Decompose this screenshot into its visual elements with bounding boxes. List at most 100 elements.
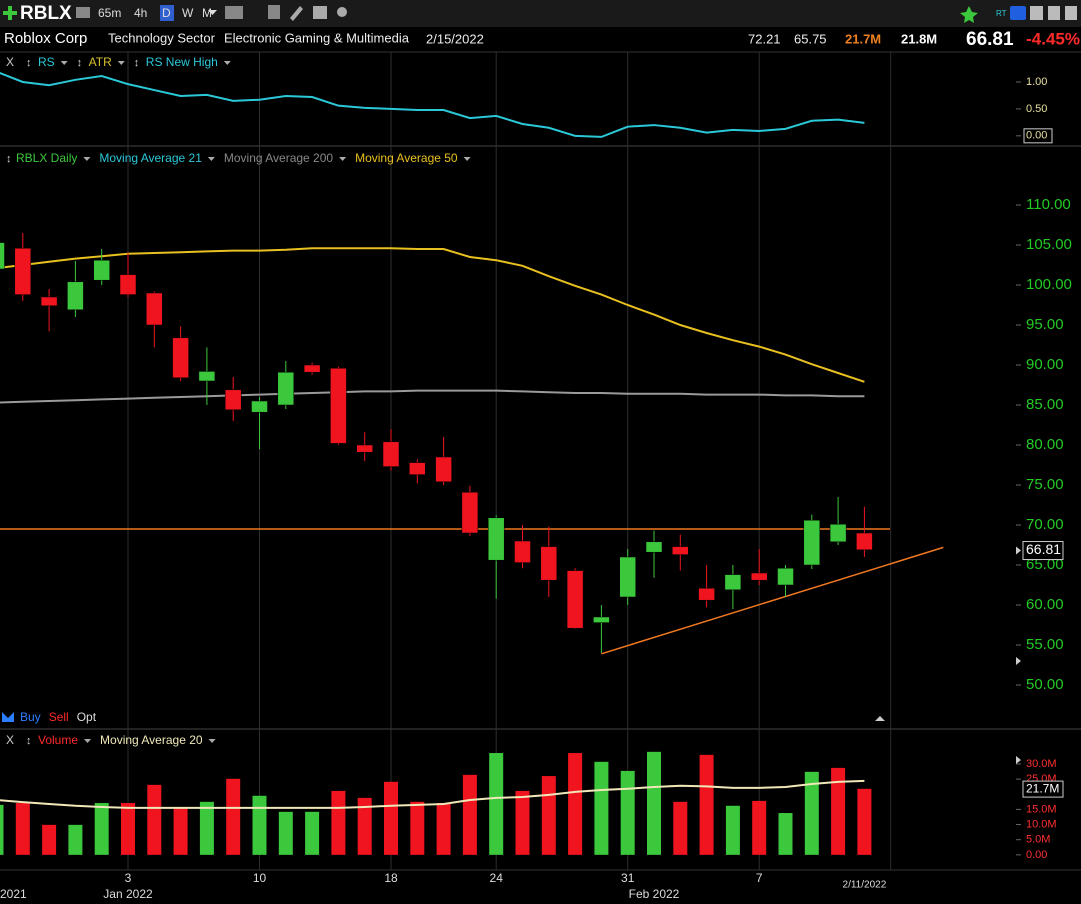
volume-bar	[673, 801, 688, 855]
dropdown[interactable]	[208, 10, 217, 15]
trade-button[interactable]: Opt	[77, 710, 97, 724]
volume-bar	[0, 804, 4, 855]
cursor-date: 2/11/2022	[843, 880, 887, 891]
x-tick-label: 24	[490, 871, 504, 885]
tool-icon[interactable]	[313, 6, 327, 19]
volume-bar	[857, 788, 872, 855]
volume-box	[1022, 780, 1064, 798]
timeframe[interactable]: 4h	[134, 6, 147, 20]
volume-bar	[42, 824, 57, 855]
s-icon[interactable]	[1010, 6, 1026, 20]
legend-item[interactable]: Moving Average 20	[100, 733, 203, 747]
y-tick-label: 65.00	[1026, 556, 1064, 573]
volume-bar	[699, 754, 714, 855]
volume-bar	[515, 790, 530, 855]
y-tick-label: 90.00	[1026, 356, 1064, 373]
tick-box	[1023, 128, 1053, 144]
candle-body	[566, 570, 584, 629]
legend-item[interactable]: Volume	[38, 733, 78, 747]
dropdown[interactable]	[84, 739, 92, 743]
tool-icon[interactable]	[337, 7, 347, 17]
legend-item[interactable]: RS	[38, 55, 55, 69]
dropdown[interactable]	[83, 157, 91, 161]
volume-bar	[410, 801, 425, 855]
volume-bar	[384, 781, 398, 855]
candle-body	[172, 337, 189, 379]
y-tick-label: 50.00	[1026, 676, 1064, 693]
y-tick-label: 1.00	[1026, 76, 1047, 88]
candle-body	[856, 532, 873, 551]
y-tick-label: 5.0M	[1026, 834, 1050, 846]
volume-bar	[15, 803, 30, 855]
price-box	[1022, 541, 1064, 561]
candle-body	[724, 574, 742, 591]
tool-icon[interactable]	[268, 5, 280, 19]
volume-bar	[462, 774, 477, 855]
x-tick-label: 3	[125, 871, 132, 885]
y-tick-label: 85.00	[1026, 396, 1064, 413]
y-tick-label: 0.00	[1026, 130, 1047, 142]
add-icon[interactable]	[3, 6, 17, 20]
candle-body	[593, 616, 610, 623]
volume-bar	[357, 797, 372, 855]
toolbar	[0, 0, 1081, 27]
legend-arrow: ↕	[6, 153, 12, 165]
volume-bar	[594, 761, 609, 855]
volume-bar	[489, 753, 504, 855]
timeframe[interactable]: M	[202, 6, 212, 20]
dropdown[interactable]	[60, 61, 68, 65]
volume-bar	[436, 803, 451, 855]
symbol[interactable]: RBLX	[20, 3, 72, 24]
trade-button[interactable]: Buy	[20, 710, 41, 724]
close-button[interactable]: X	[6, 733, 14, 747]
candle-body	[224, 389, 242, 411]
rt-icon[interactable]: RT	[996, 9, 1007, 18]
x-month-label: Jan 2022	[103, 887, 153, 901]
dropdown[interactable]	[223, 61, 231, 65]
timeframe-active	[160, 5, 174, 21]
volume-bar	[620, 770, 635, 855]
legend-item[interactable]: Moving Average 200	[224, 151, 334, 165]
legend-item[interactable]: Moving Average 21	[99, 151, 202, 165]
star-icon[interactable]	[960, 6, 978, 23]
volume-bar	[778, 813, 793, 855]
camera-icon[interactable]	[76, 7, 90, 18]
volume-bar	[752, 800, 767, 855]
dropdown[interactable]	[208, 739, 216, 743]
timeframe[interactable]: 65m	[98, 6, 121, 20]
legend-arrow: ↕	[77, 57, 83, 69]
legend-item[interactable]: RBLX Daily	[16, 151, 77, 165]
legend-item[interactable]: RS New High	[146, 55, 218, 69]
dropdown[interactable]	[463, 157, 471, 161]
volume-bar	[147, 784, 162, 855]
timeframe[interactable]: D	[162, 6, 171, 20]
candle-body	[67, 281, 84, 311]
y-tick-label: 100.00	[1026, 276, 1072, 293]
save-icon[interactable]	[1030, 6, 1043, 20]
trade-button[interactable]: Sell	[49, 710, 69, 724]
sector: Technology Sector	[108, 30, 216, 45]
trade-icon[interactable]	[2, 712, 14, 722]
timeframe[interactable]: W	[182, 6, 194, 20]
candle-body	[356, 444, 373, 453]
dropdown[interactable]	[207, 157, 215, 161]
candle-body	[487, 517, 505, 561]
company: Roblox Corp	[4, 30, 87, 47]
y-tick-label: 15.0M	[1026, 803, 1057, 815]
draw-icon[interactable]	[290, 6, 303, 21]
change: -4.45%	[1026, 29, 1080, 48]
volume-bar	[331, 790, 346, 855]
candle-body	[540, 546, 558, 581]
dropdown[interactable]	[117, 61, 125, 65]
dropdown[interactable]	[339, 157, 347, 161]
close-button[interactable]: X	[6, 55, 14, 69]
window-icon[interactable]	[1065, 6, 1077, 20]
scroll-icon[interactable]	[875, 716, 885, 721]
candle-body	[750, 572, 768, 581]
legend-item[interactable]: ATR	[89, 55, 112, 69]
tool-icon[interactable]	[225, 6, 243, 19]
x-month-label: Feb 2022	[629, 887, 680, 901]
print-icon[interactable]	[1048, 6, 1060, 20]
y-tick-label: 0.50	[1026, 103, 1047, 115]
legend-item[interactable]: Moving Average 50	[355, 151, 458, 165]
